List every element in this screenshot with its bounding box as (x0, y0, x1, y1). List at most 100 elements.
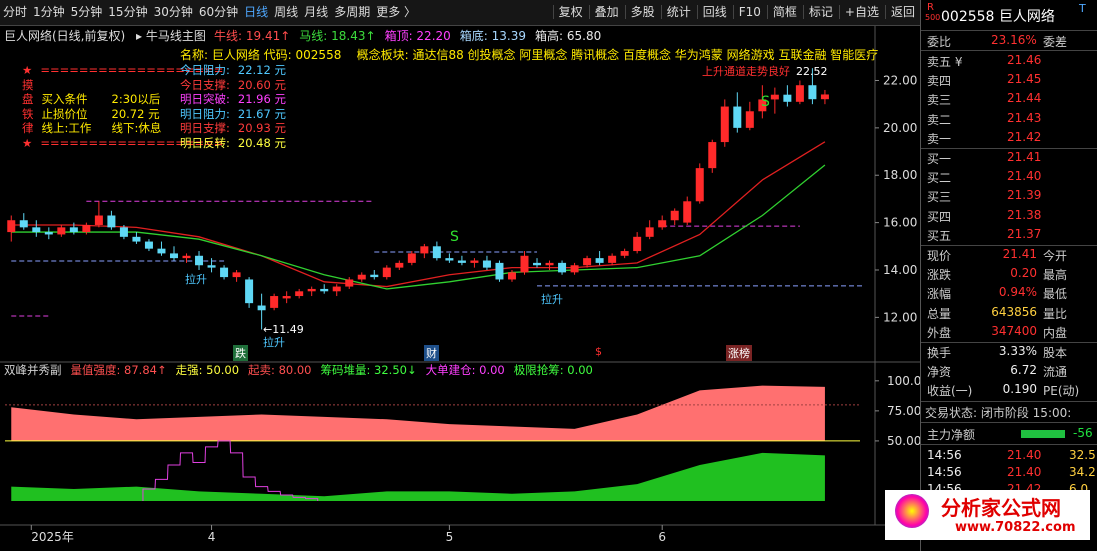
candle-body (470, 260, 479, 263)
watermark: 分析家公式网 www.70822.com (885, 490, 1090, 540)
sub-value: 双峰并秀副 (4, 363, 62, 377)
indicator-value: 箱底: 13.39 (459, 29, 526, 43)
label: 现价 (927, 249, 952, 263)
candle-body (495, 262, 504, 280)
sub-value: 起卖: 80.00 (248, 363, 312, 377)
tab[interactable]: 周线 (274, 5, 299, 19)
badge[interactable]: 跌 (233, 345, 248, 361)
label: 主力净额 (927, 428, 976, 442)
badge[interactable]: $ (595, 345, 602, 358)
tab[interactable]: 60分钟 (198, 5, 239, 19)
price: 21.41 (1007, 150, 1042, 164)
x-tick-label: 2025年 (31, 530, 74, 544)
tab[interactable]: 分时 (3, 5, 28, 19)
candle-body (745, 111, 754, 128)
toolbar: 分时 1分钟 5分钟 15分钟 30分钟 60分钟 日线 周线 月线 多周期 更多 〉 复权 叠加 多股统… (0, 0, 920, 26)
label: 外盘 (927, 325, 952, 340)
tool-button[interactable]: 复权 (552, 5, 583, 19)
candle-body (220, 267, 229, 278)
logo (895, 494, 929, 528)
volume: 32.5 (1069, 448, 1096, 462)
tool-button[interactable]: 简框 (766, 5, 797, 19)
annotation: 拉升 (263, 336, 285, 349)
candle-body (482, 260, 491, 268)
target-label: 明日支撑: (180, 121, 230, 135)
candle-body (758, 99, 767, 112)
sub-value: 大单建仓: 0.00 (425, 363, 505, 377)
x-tick-label: 6 (658, 530, 666, 544)
toolbar-right: 复权 叠加 多股 统计 回线 F10 简框 标记 +自选 返回 (550, 0, 918, 25)
tool-button[interactable]: 统计 (660, 5, 691, 19)
candle-body (195, 255, 204, 266)
candle-body (257, 305, 266, 311)
candle-body (558, 262, 567, 273)
tab[interactable]: 15分钟 (108, 5, 148, 19)
note-row: 铁止损价位 20.72 元 (22, 107, 223, 122)
tab[interactable]: 月线 (304, 5, 329, 19)
tab[interactable]: 5分钟 (70, 5, 103, 19)
note-row: ★ =================== (22, 63, 223, 78)
separator (921, 50, 1097, 51)
tool-button[interactable]: F10 (732, 5, 761, 19)
label: 买三 (927, 190, 952, 205)
tool-button[interactable]: 标记 (802, 5, 833, 19)
target-row: 明日反转: 20.48 元 (180, 136, 286, 151)
tab[interactable]: 更多 〉 (376, 5, 417, 19)
tool-button[interactable]: +自选 (838, 5, 879, 19)
target-label: 今日阻力: (180, 63, 230, 77)
ma-line (11, 141, 826, 288)
badge[interactable]: 涨榜 (726, 345, 752, 361)
tab[interactable]: 日线 (244, 5, 269, 19)
indicator-name[interactable]: ▸ 牛马线主图 (136, 29, 206, 43)
time: 14:56 (927, 448, 962, 462)
tool-button[interactable]: 叠加 (588, 5, 619, 19)
price: 21.40 (1007, 169, 1042, 184)
label: PE(动) (1043, 384, 1080, 399)
value: -56 (1073, 426, 1093, 440)
candle-body (770, 94, 779, 100)
badge[interactable]: 财 (424, 345, 439, 361)
candle-body (332, 286, 341, 292)
note-value: 线下:休息 (111, 121, 162, 135)
candle-body (295, 291, 304, 297)
candle-body (708, 142, 717, 169)
indicator-value: 牛线: 19.41↑ (214, 29, 291, 43)
y-tick-label: 20.00 (883, 121, 917, 135)
candle-body (720, 106, 729, 143)
price: 21.40 (1007, 465, 1042, 479)
tab[interactable]: 30分钟 (153, 5, 193, 19)
target-row: 明日阻力: 21.67 元 (180, 107, 286, 122)
candle-body (382, 267, 391, 278)
stock-title: 002558 巨人网络 (941, 9, 1055, 25)
tool-button[interactable]: 返回 (884, 5, 915, 19)
target-row: 今日阻力: 22.12 元 (180, 63, 286, 78)
tab[interactable]: 多周期 (334, 5, 371, 19)
tab[interactable]: 1分钟 (33, 5, 65, 19)
tool-button[interactable]: 多股 (624, 5, 655, 19)
ma-line (11, 164, 826, 290)
candle-body (432, 246, 441, 259)
notes: ★ =================== 摸盘买入条件 2:30以后铁止损价位 20.… (22, 63, 223, 150)
note-mark: ★ (22, 63, 33, 77)
label: 卖二 (927, 112, 952, 127)
indicator-label: 牛马线主图 (145, 29, 206, 43)
target-value: 20.60 元 (237, 77, 286, 92)
note-mark: ★ (22, 135, 33, 150)
info: 名称: 巨人网络 代码: 002558 概念板块: 通达信88 创投概念 阿里概… (180, 46, 878, 63)
price: 21.37 (1007, 226, 1042, 241)
concepts: 概念板块: 通达信88 创投概念 阿里概念 腾讯概念 百度概念 华为鸿蒙 网络游… (356, 48, 879, 62)
volume: 34.2 (1069, 465, 1096, 479)
tool-button[interactable]: 回线 (696, 5, 727, 19)
separator (921, 444, 1097, 445)
candle-body (658, 220, 667, 228)
chart-area: 12.00 14.00 16.00 18.00 20.00 22.00 2025年 4 5 6 50… (0, 26, 920, 544)
candle-body (395, 262, 404, 268)
value: 21.41 (1002, 247, 1037, 261)
label: 最低 (1043, 287, 1068, 302)
value: 0.94% (998, 285, 1037, 300)
signal: S (450, 229, 459, 245)
indicator-value: 箱高: 65.80 (535, 29, 602, 43)
label: 换手 (927, 346, 952, 360)
value: 643856 (991, 304, 1037, 319)
note-mark: 摸 (22, 77, 34, 92)
